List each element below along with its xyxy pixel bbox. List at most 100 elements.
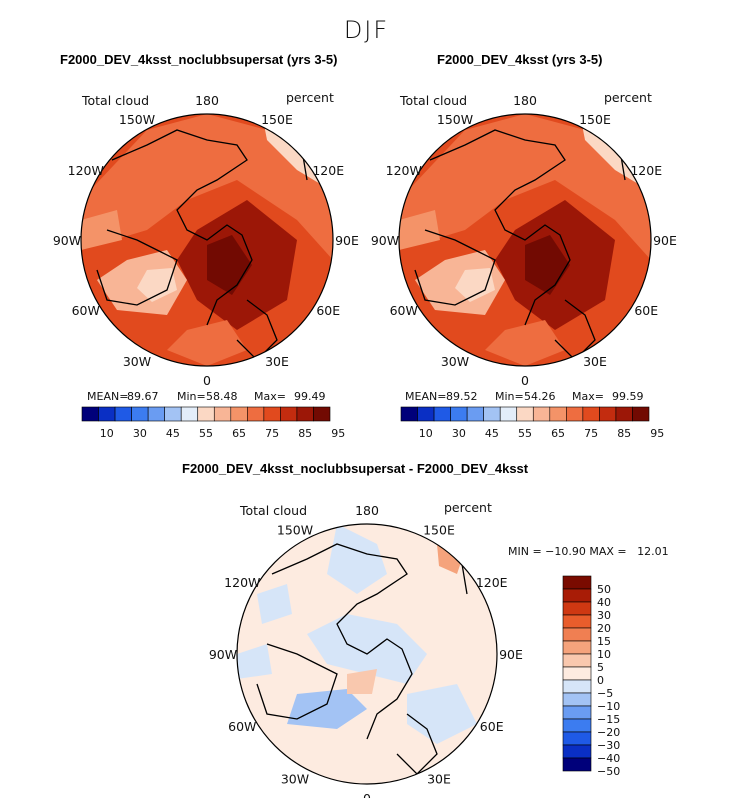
lon-label-0: 180 bbox=[195, 93, 219, 108]
lon-label-3: 90E bbox=[653, 233, 677, 248]
colorbar-label: 0 bbox=[597, 674, 604, 687]
colorbar-swatch bbox=[562, 601, 592, 616]
lon-label-7: 30W bbox=[123, 354, 151, 369]
colorbar-swatch bbox=[147, 406, 165, 422]
colorbar-swatch bbox=[562, 640, 592, 655]
diff-field-region bbox=[257, 584, 292, 624]
map-panel-1: 180 150E 120E 90E 60E 30E 0 30W 60W 90W 120W 150W bbox=[53, 93, 359, 388]
colorbar-label: −40 bbox=[597, 752, 620, 765]
panel2-max-label: Max= bbox=[572, 390, 604, 403]
cloud-field-region bbox=[485, 320, 565, 366]
colorbar-label: 95 bbox=[331, 427, 345, 440]
panel2-units-label: percent bbox=[604, 90, 652, 105]
lon-label-11: 150W bbox=[119, 112, 155, 127]
panel1-max-value: 99.49 bbox=[294, 390, 326, 403]
panel1-mean-label: MEAN= bbox=[87, 390, 129, 403]
colorbar-swatch bbox=[247, 406, 265, 422]
lon-label-6: 0 bbox=[521, 373, 529, 388]
map-panel-3: 180 150E 120E 90E 60E 30E 0 30W 60W 90W 120W 150W bbox=[209, 503, 523, 798]
coastline-europe bbox=[396, 713, 438, 775]
colorbar-swatch bbox=[230, 406, 248, 422]
panel2-min-value: 54.26 bbox=[524, 390, 556, 403]
panel2-mean-value: 89.52 bbox=[446, 390, 478, 403]
lon-label-0: 180 bbox=[513, 93, 537, 108]
lon-label-9: 90W bbox=[371, 233, 399, 248]
panel2-variable-label: Total cloud bbox=[400, 93, 468, 108]
colorbar-label: 10 bbox=[100, 427, 114, 440]
colorbar-swatch bbox=[549, 406, 567, 422]
colorbar-swatch bbox=[562, 588, 592, 603]
lon-label-4: 60E bbox=[634, 303, 658, 318]
colorbar-label: 85 bbox=[617, 427, 631, 440]
colorbar-swatch bbox=[615, 406, 633, 422]
colorbar-swatch bbox=[81, 406, 99, 422]
lon-label-10: 120W bbox=[386, 163, 422, 178]
lon-label-5: 30E bbox=[265, 354, 289, 369]
lon-label-6: 0 bbox=[363, 791, 371, 798]
diff-field-region bbox=[307, 614, 427, 684]
colorbar-swatch bbox=[566, 406, 584, 422]
map-border bbox=[236, 523, 498, 785]
colorbar-label: 30 bbox=[133, 427, 147, 440]
coastline bbox=[429, 129, 571, 326]
colorbar-panel-2: 10 30 45 55 65 75 85 95 bbox=[400, 406, 664, 440]
colorbar-swatch bbox=[131, 406, 149, 422]
lon-label-3: 90E bbox=[499, 647, 523, 662]
lon-label-1: 150E bbox=[579, 112, 611, 127]
colorbar-swatch bbox=[562, 757, 592, 772]
colorbar-swatch bbox=[562, 705, 592, 720]
colorbar-swatch bbox=[562, 666, 592, 681]
colorbar-swatch bbox=[450, 406, 468, 422]
colorbar-panel-1: 10 30 45 55 65 75 85 95 bbox=[81, 406, 345, 440]
coastline-europe bbox=[236, 299, 278, 361]
colorbar-swatch bbox=[562, 679, 592, 694]
coastline-greenland bbox=[256, 643, 338, 720]
colorbar-label: 20 bbox=[597, 622, 611, 635]
lon-label-6: 0 bbox=[203, 373, 211, 388]
lon-label-11: 150W bbox=[277, 522, 313, 537]
lon-label-8: 60W bbox=[72, 303, 100, 318]
colorbar-swatch bbox=[180, 406, 199, 422]
colorbar-swatch bbox=[417, 406, 435, 422]
colorbar-swatch bbox=[599, 406, 617, 422]
diff-field-region bbox=[407, 684, 477, 744]
season-title: DJF bbox=[343, 16, 390, 44]
colorbar-swatch bbox=[562, 575, 592, 590]
panel1-units-label: percent bbox=[286, 90, 334, 105]
colorbar-swatch bbox=[197, 406, 215, 422]
colorbar-swatch bbox=[466, 406, 484, 422]
colorbar-swatch bbox=[532, 406, 551, 422]
map-border bbox=[80, 113, 334, 367]
colorbar-swatch bbox=[632, 406, 650, 422]
colorbar-swatch bbox=[562, 627, 592, 642]
colorbar-swatch bbox=[516, 406, 534, 422]
coastline bbox=[111, 129, 253, 326]
colorbar-swatch bbox=[499, 406, 518, 422]
colorbar-label: 30 bbox=[597, 609, 611, 622]
colorbar-label: 95 bbox=[650, 427, 664, 440]
colorbar-swatch bbox=[114, 406, 132, 422]
colorbar-label: 45 bbox=[166, 427, 180, 440]
colorbar-swatch bbox=[562, 653, 592, 668]
cloud-field-region bbox=[399, 210, 440, 250]
colorbar-label: 5 bbox=[597, 661, 604, 674]
colorbar-label: 45 bbox=[485, 427, 499, 440]
colorbar-swatch bbox=[562, 718, 592, 733]
colorbar-label: 65 bbox=[551, 427, 565, 440]
colorbar-label: −5 bbox=[597, 687, 613, 700]
panel1-min-label: Min= bbox=[177, 390, 206, 403]
diff-field-region bbox=[237, 644, 272, 679]
lon-label-10: 120W bbox=[224, 575, 260, 590]
diff-field-region bbox=[327, 524, 387, 594]
colorbar-label: 75 bbox=[584, 427, 598, 440]
map-border bbox=[398, 113, 652, 367]
panel3-variable-label: Total cloud bbox=[240, 503, 308, 518]
colorbar-swatch bbox=[313, 406, 331, 422]
coastline-europe bbox=[554, 299, 596, 361]
panel3-min-max: MIN = −10.90 MAX = 12.01 bbox=[508, 545, 669, 558]
colorbar-swatch bbox=[98, 406, 116, 422]
colorbar-swatch bbox=[582, 406, 600, 422]
cloud-field-region bbox=[455, 268, 495, 302]
